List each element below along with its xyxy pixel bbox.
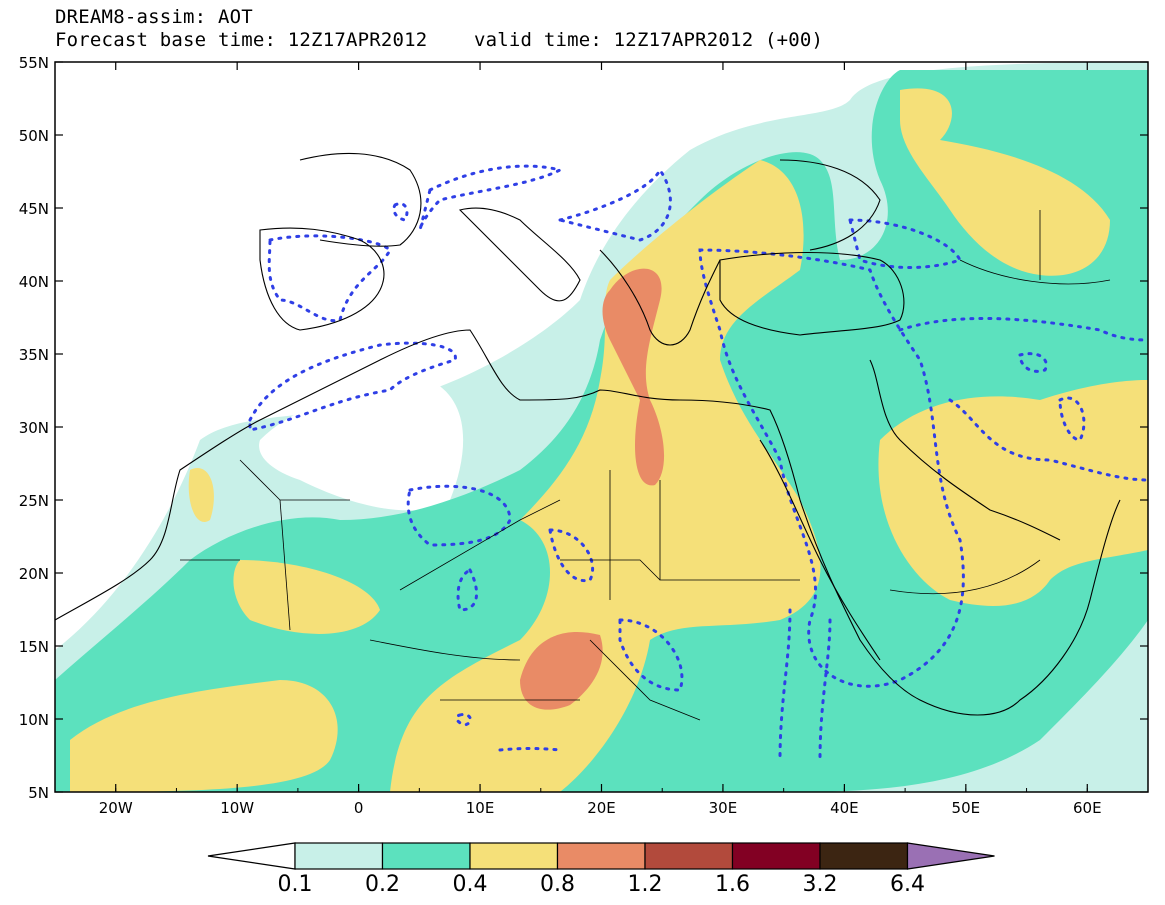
colorbar-label: 6.4 <box>890 872 925 897</box>
colorbar-label: 0.4 <box>453 872 488 897</box>
colorbar-label: 1.6 <box>715 872 750 897</box>
lat-label: 55N <box>19 54 49 72</box>
colorbar-label: 0.8 <box>540 872 575 897</box>
lat-label: 35N <box>19 346 49 364</box>
title-line-1: DREAM8-assim: AOT <box>55 6 253 28</box>
lat-label: 50N <box>19 127 49 145</box>
lat-label: 30N <box>19 419 49 437</box>
latitude-axis: 55N 50N 45N 40N 35N 30N 25N 20N 15N 10N 5N <box>19 54 1148 802</box>
aot-clear-area <box>259 380 464 511</box>
colorbar-left-arrow <box>207 842 296 870</box>
lat-label: 10N <box>19 711 49 729</box>
dust-contours <box>248 164 1148 762</box>
colorbar-segment <box>294 842 384 870</box>
colorbar-segment <box>556 842 646 870</box>
aot-band-0.8-1.2 <box>520 268 665 710</box>
coastlines <box>55 152 1121 716</box>
lon-label: 40E <box>830 799 859 817</box>
lon-label: 20E <box>587 799 616 817</box>
lat-label: 20N <box>19 565 49 583</box>
lon-label: 10E <box>466 799 495 817</box>
colorbar-segment <box>731 842 821 870</box>
colorbar-segment <box>381 842 471 870</box>
lat-label: 5N <box>28 784 49 802</box>
colorbar-segment <box>819 842 909 870</box>
longitude-axis: 20W 10W 0 10E 20E 30E 40E 50E 60E <box>54 62 1149 817</box>
lon-label: 20W <box>99 799 133 817</box>
lat-label: 40N <box>19 273 49 291</box>
colorbar-segment <box>644 842 734 870</box>
country-borders <box>180 210 1111 721</box>
lon-label: 30E <box>709 799 738 817</box>
lat-label: 25N <box>19 492 49 510</box>
colorbar-segment <box>469 842 559 870</box>
lon-label: 10W <box>220 799 254 817</box>
colorbar: 0.1 0.2 0.4 0.8 1.2 1.6 3.2 6.4 <box>207 842 995 897</box>
colorbar-label: 0.2 <box>365 872 400 897</box>
colorbar-label: 3.2 <box>803 872 838 897</box>
lat-label: 15N <box>19 638 49 656</box>
lon-label: 50E <box>952 799 981 817</box>
lon-label: 60E <box>1073 799 1102 817</box>
colorbar-label: 0.1 <box>278 872 313 897</box>
colorbar-label: 1.2 <box>628 872 663 897</box>
colorbar-right-arrow <box>906 842 995 870</box>
aot-fields <box>55 62 1148 792</box>
title-line-2: Forecast base time: 12Z17APR2012 valid t… <box>55 29 824 51</box>
lat-label: 45N <box>19 200 49 218</box>
lon-label: 0 <box>354 799 364 817</box>
